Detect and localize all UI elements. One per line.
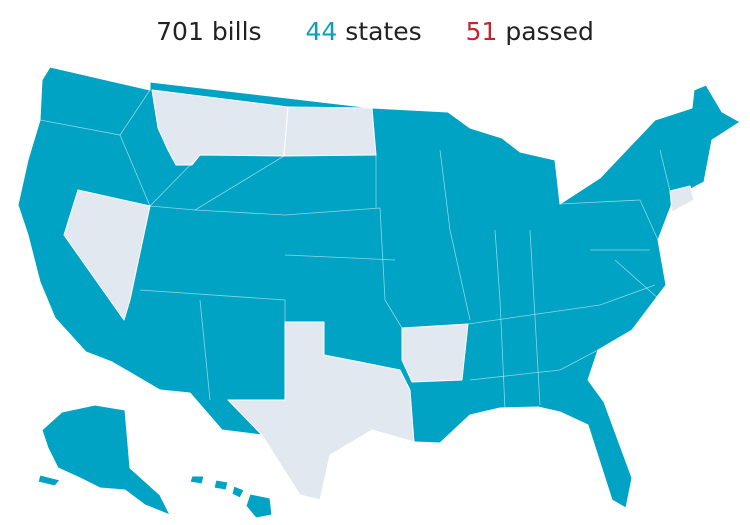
state-arkansas[interactable] — [401, 323, 469, 383]
passed-label: passed — [505, 17, 594, 46]
stats-header: 701 bills 44 states 51 passed — [0, 14, 750, 50]
bills-stat: 701 bills — [156, 14, 261, 50]
state-north-dakota[interactable] — [283, 106, 377, 157]
bills-label: bills — [211, 17, 262, 46]
passed-stat: 51 passed — [466, 14, 594, 50]
states-label: states — [345, 17, 422, 46]
state-borders — [39, 89, 671, 411]
states-stat: 44 states — [306, 14, 422, 50]
state-texas[interactable] — [227, 321, 415, 501]
states-count: 44 — [305, 17, 338, 46]
state-connecticut[interactable] — [669, 185, 695, 213]
passed-count: 51 — [465, 17, 498, 46]
state-nevada[interactable] — [63, 189, 151, 321]
alaska-aleutians[interactable] — [37, 474, 61, 487]
bills-count: 701 — [156, 17, 204, 46]
state-alaska[interactable] — [41, 404, 171, 516]
state-active-mainland[interactable] — [17, 66, 741, 509]
state-hawaii[interactable] — [189, 475, 273, 519]
